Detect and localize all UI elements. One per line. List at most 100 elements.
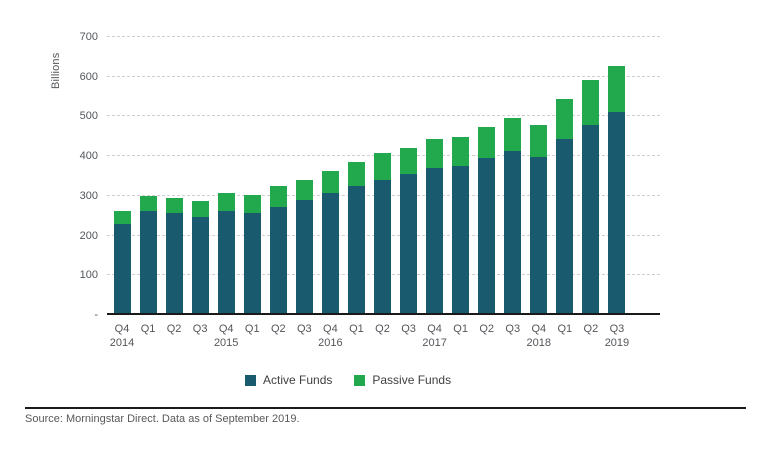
x-tick-label: Q2 <box>479 323 495 335</box>
passive-funds-segment <box>321 171 339 194</box>
stacked-bar-9-q4 <box>321 171 339 315</box>
x-tick-label: Q4 <box>427 323 442 335</box>
x-tick-label: Q1 <box>557 323 573 335</box>
x-tick-label: Q1 <box>140 323 156 335</box>
x-tick-label: Q4 <box>323 323 338 335</box>
stacked-bar-11-q2 <box>374 153 391 315</box>
footer-rule <box>25 407 746 409</box>
active-funds-segment <box>243 212 261 315</box>
active-funds-segment <box>295 200 313 315</box>
stacked-bar-19-q2 <box>582 80 600 315</box>
passive-funds-segment <box>504 117 522 151</box>
x-axis-line <box>107 313 660 315</box>
active-funds-segment <box>556 138 574 315</box>
passive-funds-segment <box>347 161 365 187</box>
legend-label: Active Funds <box>263 373 333 387</box>
active-funds-segment <box>478 158 496 315</box>
y-tick-label: 100 <box>79 269 98 282</box>
active-funds-segment <box>608 112 626 315</box>
x-tick-label: Q1 <box>349 323 364 335</box>
passive-funds-segment <box>243 194 261 213</box>
passive-funds-segment <box>374 153 391 180</box>
x-tick-label: Q4 <box>218 323 234 335</box>
x-tick-label: Q3 <box>609 323 625 335</box>
stacked-bar-16-q3 <box>504 117 522 315</box>
stacked-bar-17-q4 <box>530 124 548 315</box>
x-tick-label: Q4 <box>114 323 130 335</box>
passive-funds-segment <box>426 138 444 169</box>
active-funds-segment <box>269 206 287 315</box>
active-funds-segment <box>452 165 470 315</box>
active-funds-segment <box>426 168 444 315</box>
x-tick-label: Q2 <box>270 323 286 335</box>
x-tick-label: Q3 <box>297 323 312 335</box>
passive-funds-segment <box>452 136 470 166</box>
active-funds-segment <box>113 224 131 315</box>
passive-funds-segment <box>530 124 548 157</box>
x-year-label: 2015 <box>213 337 239 349</box>
passive-funds-segment <box>139 195 157 212</box>
stacked-bar-14-q1 <box>452 136 470 315</box>
passive-funds-segment <box>400 147 418 175</box>
active-funds-segment <box>504 150 522 315</box>
active-funds-segment <box>374 179 391 315</box>
stacked-bar-1-q4 <box>113 211 131 315</box>
x-tick-label: Q3 <box>192 323 208 335</box>
x-tick-label: Q2 <box>375 323 390 335</box>
passive-funds-segment <box>556 99 574 139</box>
stacked-bar-3-q2 <box>165 198 183 315</box>
passive-funds-segment <box>582 80 600 125</box>
passive-funds-segment <box>608 65 626 113</box>
gridline-600 <box>107 75 660 77</box>
source-note: Source: Morningstar Direct. Data as of S… <box>25 413 300 425</box>
legend-label: Passive Funds <box>372 373 452 387</box>
active-funds-segment <box>347 186 365 315</box>
active-funds-swatch <box>245 374 256 386</box>
stacked-bar-8-q3 <box>295 179 313 315</box>
stacked-bar-13-q4 <box>426 138 444 315</box>
y-tick-label: 300 <box>79 189 98 202</box>
x-year-label: 2019 <box>604 337 630 349</box>
active-funds-segment <box>191 217 209 315</box>
passive-funds-segment <box>191 201 209 218</box>
passive-funds-segment <box>295 179 313 201</box>
passive-funds-segment <box>478 127 496 159</box>
x-axis: Q4 Q1 Q2 Q3 Q4 Q1 Q2 Q3 Q4 Q1 Q2 Q3 Q4 Q1 Q2 Q3 Q4 Q1 Q2 Q3… <box>107 315 660 357</box>
stacked-bar-15-q2 <box>478 127 496 315</box>
x-tick-label: Q4 <box>531 323 547 335</box>
active-funds-segment <box>400 174 418 315</box>
stacked-bar-18-q1 <box>556 99 574 315</box>
passive-funds-segment <box>217 193 235 212</box>
legend-item-passive-funds: Passive Funds <box>354 373 451 387</box>
passive-funds-swatch <box>354 374 366 386</box>
active-funds-segment <box>582 124 600 315</box>
stacked-bar-7-q2 <box>269 186 287 315</box>
y-tick-label: 700 <box>79 31 98 43</box>
stacked-bar-5-q4 <box>217 193 235 315</box>
x-tick-label: Q1 <box>453 323 468 335</box>
stacked-bar-20-q3 <box>608 65 626 315</box>
active-funds-segment <box>217 211 235 315</box>
x-tick-label: Q2 <box>166 323 182 335</box>
y-tick-label: 400 <box>79 150 98 163</box>
gridline-500 <box>107 115 660 117</box>
y-tick-label: - <box>94 309 98 321</box>
y-tick-label: 200 <box>79 229 98 242</box>
x-year-label: 2014 <box>109 337 135 349</box>
passive-funds-segment <box>165 198 183 214</box>
legend-item-active-funds: Active Funds <box>245 373 332 387</box>
y-tick-label: 500 <box>79 110 98 123</box>
active-funds-segment <box>530 156 548 315</box>
stacked-bar-12-q3 <box>400 147 418 315</box>
legend: Active Funds Passive Funds <box>245 373 451 387</box>
active-funds-segment <box>139 211 157 315</box>
stacked-bar-6-q1 <box>243 194 261 315</box>
y-tick-label: 600 <box>79 70 98 83</box>
x-year-label: 2016 <box>318 337 343 349</box>
x-tick-label: Q2 <box>583 323 599 335</box>
active-funds-segment <box>321 193 339 315</box>
x-tick-label: Q3 <box>401 323 416 335</box>
x-tick-label: Q3 <box>505 323 521 335</box>
x-tick-label: Q1 <box>244 323 260 335</box>
